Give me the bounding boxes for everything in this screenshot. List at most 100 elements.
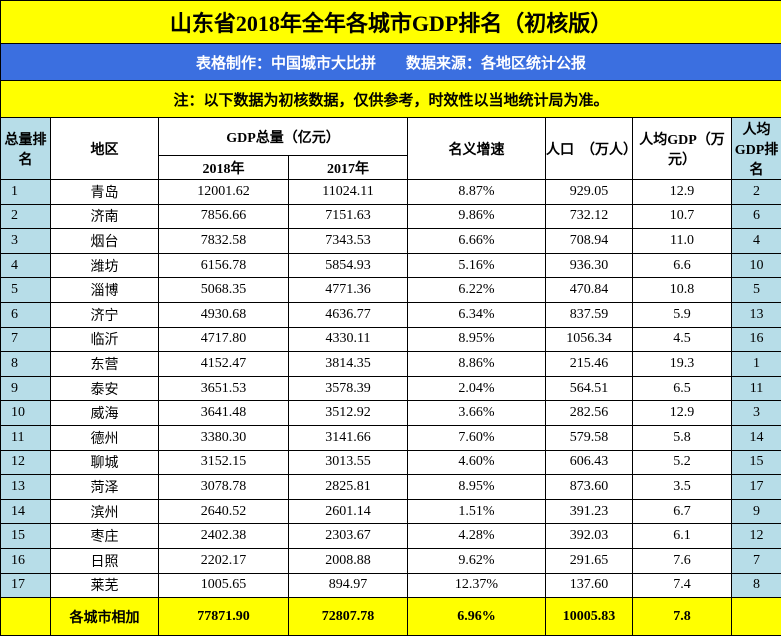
cell: 3641.48: [158, 400, 289, 426]
cell: 392.03: [545, 523, 633, 549]
total-row: 各城市相加 77871.90 72807.78 6.96% 10005.83 7.8: [0, 597, 781, 636]
row: 9 泰安 3651.53 3578.39 2.04% 564.51 6.5 11: [0, 375, 781, 402]
cell: 137.60: [545, 572, 633, 599]
header-cell: 人均GDP（万元）: [632, 117, 732, 180]
cell: 8.95%: [407, 474, 546, 500]
cell: [730, 597, 781, 636]
cell: 潍坊: [50, 252, 159, 279]
cell: 14: [0, 498, 51, 525]
cell: 4.5: [632, 326, 732, 353]
cell: 282.56: [545, 400, 633, 426]
row: 2 济南 7856.66 7151.63 9.86% 732.12 10.7 6: [0, 203, 781, 230]
cell: 3013.55: [288, 449, 408, 476]
cell: 837.59: [545, 301, 633, 328]
cell: 2008.88: [288, 547, 408, 574]
cell: 6.34%: [407, 301, 546, 328]
cell: 10.8: [632, 277, 732, 303]
cell: 1: [730, 351, 781, 377]
cell: 5.9: [632, 301, 732, 328]
cell: 6: [730, 203, 781, 230]
cell: 15: [730, 449, 781, 476]
cell: 5: [0, 277, 51, 303]
row: 4 潍坊 6156.78 5854.93 5.16% 936.30 6.6 10: [0, 252, 781, 279]
cell: 2601.14: [288, 498, 408, 525]
title: 山东省2018年全年各城市GDP排名（初核版）: [0, 0, 781, 44]
cell: 291.65: [545, 547, 633, 574]
cell: 11: [730, 375, 781, 402]
cell: 3380.30: [158, 424, 289, 451]
header-cell: 总量排名: [0, 117, 51, 180]
cell: 579.58: [545, 424, 633, 451]
cell: 6.66%: [407, 228, 546, 254]
cell: 11.0: [632, 228, 732, 254]
cell: 19.3: [632, 351, 732, 377]
header-cell: 人均GDP排名: [730, 117, 781, 180]
cell: 东营: [50, 351, 159, 377]
cell: 12001.62: [158, 179, 289, 205]
cell: 2640.52: [158, 498, 289, 525]
cell: 4: [730, 228, 781, 254]
cell: 72807.78: [288, 597, 408, 636]
cell: 564.51: [545, 375, 633, 402]
cell: 6.5: [632, 375, 732, 402]
header-cell: 2018年: [158, 155, 289, 180]
cell: 732.12: [545, 203, 633, 230]
cell: 14: [730, 424, 781, 451]
note: 注：以下数据为初核数据，仅供参考，时效性以当地统计局为准。: [0, 80, 781, 118]
cell: 3141.66: [288, 424, 408, 451]
cell: 7.60%: [407, 424, 546, 451]
cell: 894.97: [288, 572, 408, 599]
cell: 8: [730, 572, 781, 599]
cell: 12: [730, 523, 781, 549]
cell: 10005.83: [545, 597, 633, 636]
cell: 滨州: [50, 498, 159, 525]
cell: 4.28%: [407, 523, 546, 549]
row: 8 东营 4152.47 3814.35 8.86% 215.46 19.3 1: [0, 351, 781, 377]
header-cell: 2017年: [288, 155, 408, 180]
cell: 10.7: [632, 203, 732, 230]
cell: 2825.81: [288, 474, 408, 500]
cell: 12.9: [632, 400, 732, 426]
cell: 9.62%: [407, 547, 546, 574]
cell: 8.86%: [407, 351, 546, 377]
cell: 8.95%: [407, 326, 546, 353]
cell: 11024.11: [288, 179, 408, 205]
cell: [0, 597, 51, 636]
cell: 1005.65: [158, 572, 289, 599]
header-cell: 名义增速: [407, 117, 546, 180]
cell: 济宁: [50, 301, 159, 328]
cell: 6.96%: [407, 597, 546, 636]
cell: 临沂: [50, 326, 159, 353]
cell: 606.43: [545, 449, 633, 476]
cell: 12: [0, 449, 51, 476]
cell: 5.16%: [407, 252, 546, 279]
cell: 5.2: [632, 449, 732, 476]
cell: 9: [0, 375, 51, 402]
row: 17 莱芜 1005.65 894.97 12.37% 137.60 7.4 8: [0, 572, 781, 599]
cell: 929.05: [545, 179, 633, 205]
header-cell: 人口 （万人）: [545, 117, 633, 180]
cell: 6.7: [632, 498, 732, 525]
cell: 8.87%: [407, 179, 546, 205]
cell: 4930.68: [158, 301, 289, 328]
cell: 5854.93: [288, 252, 408, 279]
cell: 936.30: [545, 252, 633, 279]
cell: 4152.47: [158, 351, 289, 377]
cell: 11: [0, 424, 51, 451]
cell: 聊城: [50, 449, 159, 476]
cell: 枣庄: [50, 523, 159, 549]
cell: 9: [730, 498, 781, 525]
cell: 3512.92: [288, 400, 408, 426]
row: 11 德州 3380.30 3141.66 7.60% 579.58 5.8 14: [0, 424, 781, 451]
cell: 3814.35: [288, 351, 408, 377]
cell: 4636.77: [288, 301, 408, 328]
cell: 77871.90: [158, 597, 289, 636]
cell: 德州: [50, 424, 159, 451]
cell: 烟台: [50, 228, 159, 254]
cell: 日照: [50, 547, 159, 574]
cell: 7856.66: [158, 203, 289, 230]
cell: 3: [0, 228, 51, 254]
credit: 表格制作：中国城市大比拼 数据来源：各地区统计公报: [0, 43, 781, 81]
cell: 16: [730, 326, 781, 353]
